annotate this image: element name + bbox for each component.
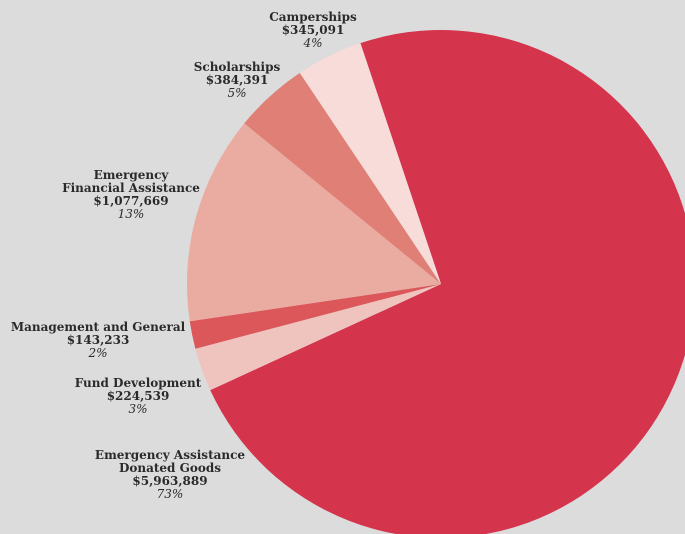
slice-percent: 3% <box>128 402 148 416</box>
slice-name: Fund Development <box>74 376 202 390</box>
slice-amount: $345,091 <box>281 23 345 37</box>
pie-slice-management-and-general <box>189 284 441 349</box>
slice-amount: $143,233 <box>66 333 130 347</box>
slice-name: Management and General <box>10 320 186 334</box>
pie-slice-fund-development <box>195 284 441 391</box>
pie-slice-emergency-financial-assistance <box>187 123 441 322</box>
label-management-and-general: Management and General $143,233 2% <box>2 321 194 360</box>
label-emergency-financial-assistance: Emergency Financial Assistance $1,077,66… <box>55 169 207 221</box>
label-emergency-assistance-donated-goods: Emergency Assistance Donated Goods $5,96… <box>85 449 255 501</box>
slice-name: Emergency Assistance <box>94 448 246 462</box>
label-fund-development: Fund Development $224,539 3% <box>58 377 218 416</box>
slice-amount: $1,077,669 <box>93 194 169 208</box>
slice-name: Financial Assistance <box>62 181 200 195</box>
slice-percent: 73% <box>156 487 184 501</box>
pie-slice-scholarships <box>244 72 441 284</box>
label-camperships: Camperships $345,091 4% <box>258 11 368 50</box>
slice-amount: $224,539 <box>106 389 170 403</box>
slice-percent: 13% <box>117 207 145 221</box>
slice-percent: 2% <box>88 346 108 360</box>
pie-slice-camperships <box>299 43 441 284</box>
label-scholarships: Scholarships $384,391 5% <box>182 61 292 100</box>
slice-amount: $5,963,889 <box>132 474 208 488</box>
slice-percent: 4% <box>303 36 323 50</box>
slice-amount: $384,391 <box>205 73 269 87</box>
slice-name: Donated Goods <box>118 461 222 475</box>
slice-percent: 5% <box>227 86 247 100</box>
slice-name: Emergency <box>93 168 169 182</box>
slice-name: Scholarships <box>193 60 281 74</box>
pie-slice-emergency-assistance-donated-goods <box>210 30 685 534</box>
slice-name: Camperships <box>269 10 357 24</box>
